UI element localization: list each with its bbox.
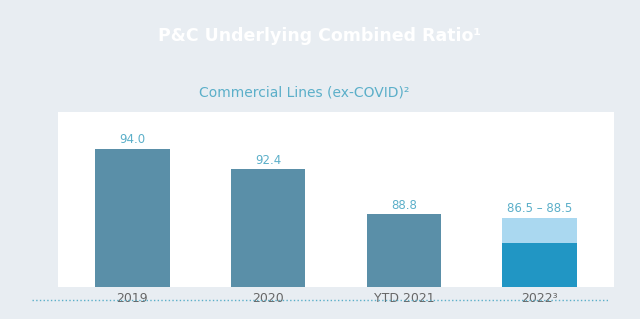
Bar: [502, 218, 577, 243]
Bar: [367, 214, 441, 287]
Bar: [502, 243, 577, 287]
Text: 86.5 – 88.5: 86.5 – 88.5: [507, 203, 572, 215]
Text: Commercial Lines (ex-COVID)²: Commercial Lines (ex-COVID)²: [199, 85, 409, 100]
Bar: [231, 169, 305, 287]
Text: 92.4: 92.4: [255, 153, 281, 167]
Text: 94.0: 94.0: [119, 133, 145, 146]
Text: P&C Underlying Combined Ratio¹: P&C Underlying Combined Ratio¹: [159, 27, 481, 45]
Bar: [95, 149, 170, 287]
Text: 88.8: 88.8: [391, 199, 417, 212]
